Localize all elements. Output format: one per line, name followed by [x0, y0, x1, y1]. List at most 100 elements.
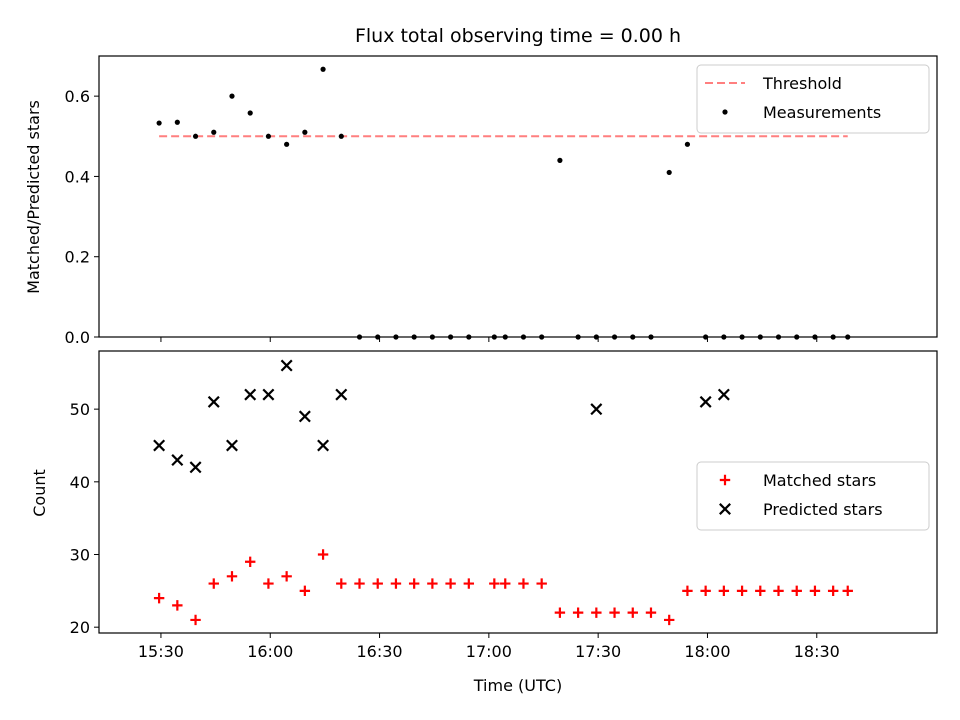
count-y-tick-label-1: 30	[70, 546, 90, 565]
ratio-y-axis-label: Matched/Predicted stars	[24, 100, 43, 294]
matched-stars-point-0	[153, 592, 165, 604]
matched-stars-point-32	[736, 585, 748, 597]
count-y-tick-label-3: 50	[70, 400, 90, 419]
matched-stars-point-38	[842, 585, 853, 597]
matched-stars-point-35	[791, 585, 802, 597]
predicted-stars-point-0	[153, 439, 166, 452]
matched-stars-point-13	[390, 578, 402, 589]
measurements-point-28	[666, 169, 672, 176]
x-axis-label: Time (UTC)	[473, 676, 562, 695]
x-tick-label-2: 16:30	[356, 642, 402, 661]
matched-stars-point-31	[718, 585, 730, 597]
measurements-point-8	[302, 129, 308, 135]
predicted-stars-point-2	[189, 461, 202, 474]
x-tick-label-1: 16:00	[247, 642, 293, 661]
matched-stars-point-4	[226, 571, 238, 582]
count-y-tick-label-2: 40	[70, 473, 90, 492]
measurements-point-29	[684, 141, 691, 147]
count-axes-frame	[98, 350, 938, 634]
matched-stars-point-23	[572, 607, 584, 618]
matched-stars-point-10	[336, 578, 347, 589]
measurements-legend-handle	[722, 109, 728, 115]
matched-stars-point-15	[427, 578, 438, 589]
matched-stars-point-11	[354, 578, 365, 589]
predicted-stars-point-9	[317, 439, 330, 452]
predicted-stars-legend-label: Predicted stars	[763, 500, 883, 519]
matched-stars-point-1	[172, 600, 183, 611]
count-legend: Matched stars Predicted stars	[696, 461, 930, 531]
matched-stars-point-37	[827, 585, 839, 597]
matched-stars-point-20	[518, 578, 529, 589]
predicted-stars-point-11	[590, 403, 603, 416]
predicted-stars-point-4	[226, 439, 238, 452]
matched-stars-point-3	[208, 578, 219, 589]
predicted-stars-point-13	[717, 388, 730, 401]
predicted-stars-point-1	[171, 454, 184, 466]
measurements-point-6	[265, 133, 272, 139]
count-legend-box	[696, 461, 930, 531]
matched-stars-point-34	[773, 585, 784, 597]
x-tick-label-5: 18:00	[684, 642, 730, 661]
ratio-y-tick-label-0: 0.0	[65, 328, 90, 347]
measurements-point-3	[211, 129, 217, 135]
predicted-stars-point-12	[699, 395, 712, 408]
matched-stars-point-5	[245, 556, 256, 567]
ratio-y-tick-label-3: 0.6	[65, 87, 90, 106]
matched-stars-legend-handle	[719, 474, 731, 486]
measurements-point-10	[338, 133, 344, 139]
predicted-stars-point-5	[244, 388, 257, 401]
count-x-axis: 15:30 16:00 16:30 17:00 17:30 18:00 18:30	[138, 633, 840, 661]
matched-stars-point-28	[664, 614, 675, 626]
measurements-legend-label: Measurements	[763, 103, 881, 122]
matched-stars-point-16	[445, 578, 456, 589]
matched-stars-point-25	[609, 607, 620, 618]
predicted-stars-point-6	[262, 388, 275, 401]
predicted-stars-point-3	[207, 395, 220, 408]
measurements-point-4	[229, 93, 235, 99]
matched-stars-point-9	[317, 549, 329, 560]
ratio-x-axis	[160, 337, 818, 342]
ratio-panel: 0.0 0.2 0.4 0.6 Matched/Predicted stars Thr…	[24, 55, 938, 347]
matched-stars-point-29	[682, 585, 693, 597]
measurements-point-5	[247, 110, 253, 116]
matched-stars-point-30	[700, 585, 711, 597]
matched-stars-point-21	[536, 578, 547, 589]
ratio-y-tick-label-2: 0.4	[65, 167, 90, 186]
matched-stars-point-17	[463, 578, 475, 589]
measurements-point-9	[320, 66, 326, 72]
ratio-y-tick-label-1: 0.2	[65, 248, 90, 267]
measurements-point-22	[557, 157, 563, 163]
matched-stars-point-14	[408, 578, 420, 589]
matched-stars-point-7	[281, 571, 292, 582]
matched-stars-point-33	[755, 585, 766, 597]
matched-stars-point-6	[263, 578, 274, 589]
matched-stars-point-18	[489, 578, 500, 589]
predicted-stars-legend-handle	[719, 503, 731, 515]
x-tick-label-4: 17:30	[575, 642, 621, 661]
matched-stars-point-12	[372, 578, 383, 589]
count-y-tick-label-0: 20	[70, 618, 90, 637]
measurements-point-1	[174, 119, 180, 125]
matched-stars-point-27	[645, 607, 657, 618]
matched-stars-point-26	[627, 607, 638, 618]
count-y-axis: 20 30 40 50	[70, 400, 99, 637]
x-tick-label-6: 18:30	[794, 642, 840, 661]
measurements-point-7	[284, 141, 290, 147]
matched-stars-point-36	[809, 585, 821, 597]
chart-title: Flux total observing time = 0.00 h	[355, 25, 681, 47]
matched-stars-point-2	[190, 614, 201, 626]
measurements-point-0	[156, 120, 162, 126]
matched-stars-point-19	[500, 578, 511, 589]
predicted-stars-point-7	[280, 359, 293, 372]
measurements-point-2	[192, 133, 199, 139]
ratio-legend: Threshold Measurements	[696, 64, 930, 134]
matched-stars-point-24	[591, 607, 602, 618]
x-tick-label-3: 17:00	[466, 642, 512, 661]
ratio-legend-box	[696, 64, 930, 134]
ratio-y-axis: 0.0 0.2 0.4 0.6	[65, 87, 99, 347]
matched-stars-legend-label: Matched stars	[763, 471, 876, 490]
threshold-legend-label: Threshold	[762, 74, 842, 93]
ratio-axes-frame	[98, 55, 938, 338]
predicted-stars-point-10	[335, 388, 348, 401]
